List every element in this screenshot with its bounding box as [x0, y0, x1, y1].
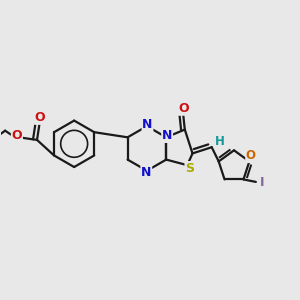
Text: I: I — [260, 176, 264, 189]
Text: N: N — [162, 129, 172, 142]
Text: O: O — [35, 111, 45, 124]
Text: O: O — [178, 102, 188, 115]
Text: O: O — [12, 129, 22, 142]
Text: O: O — [246, 149, 256, 162]
Text: N: N — [141, 166, 152, 179]
Text: S: S — [185, 162, 194, 175]
Text: N: N — [142, 118, 153, 131]
Text: H: H — [214, 135, 224, 148]
